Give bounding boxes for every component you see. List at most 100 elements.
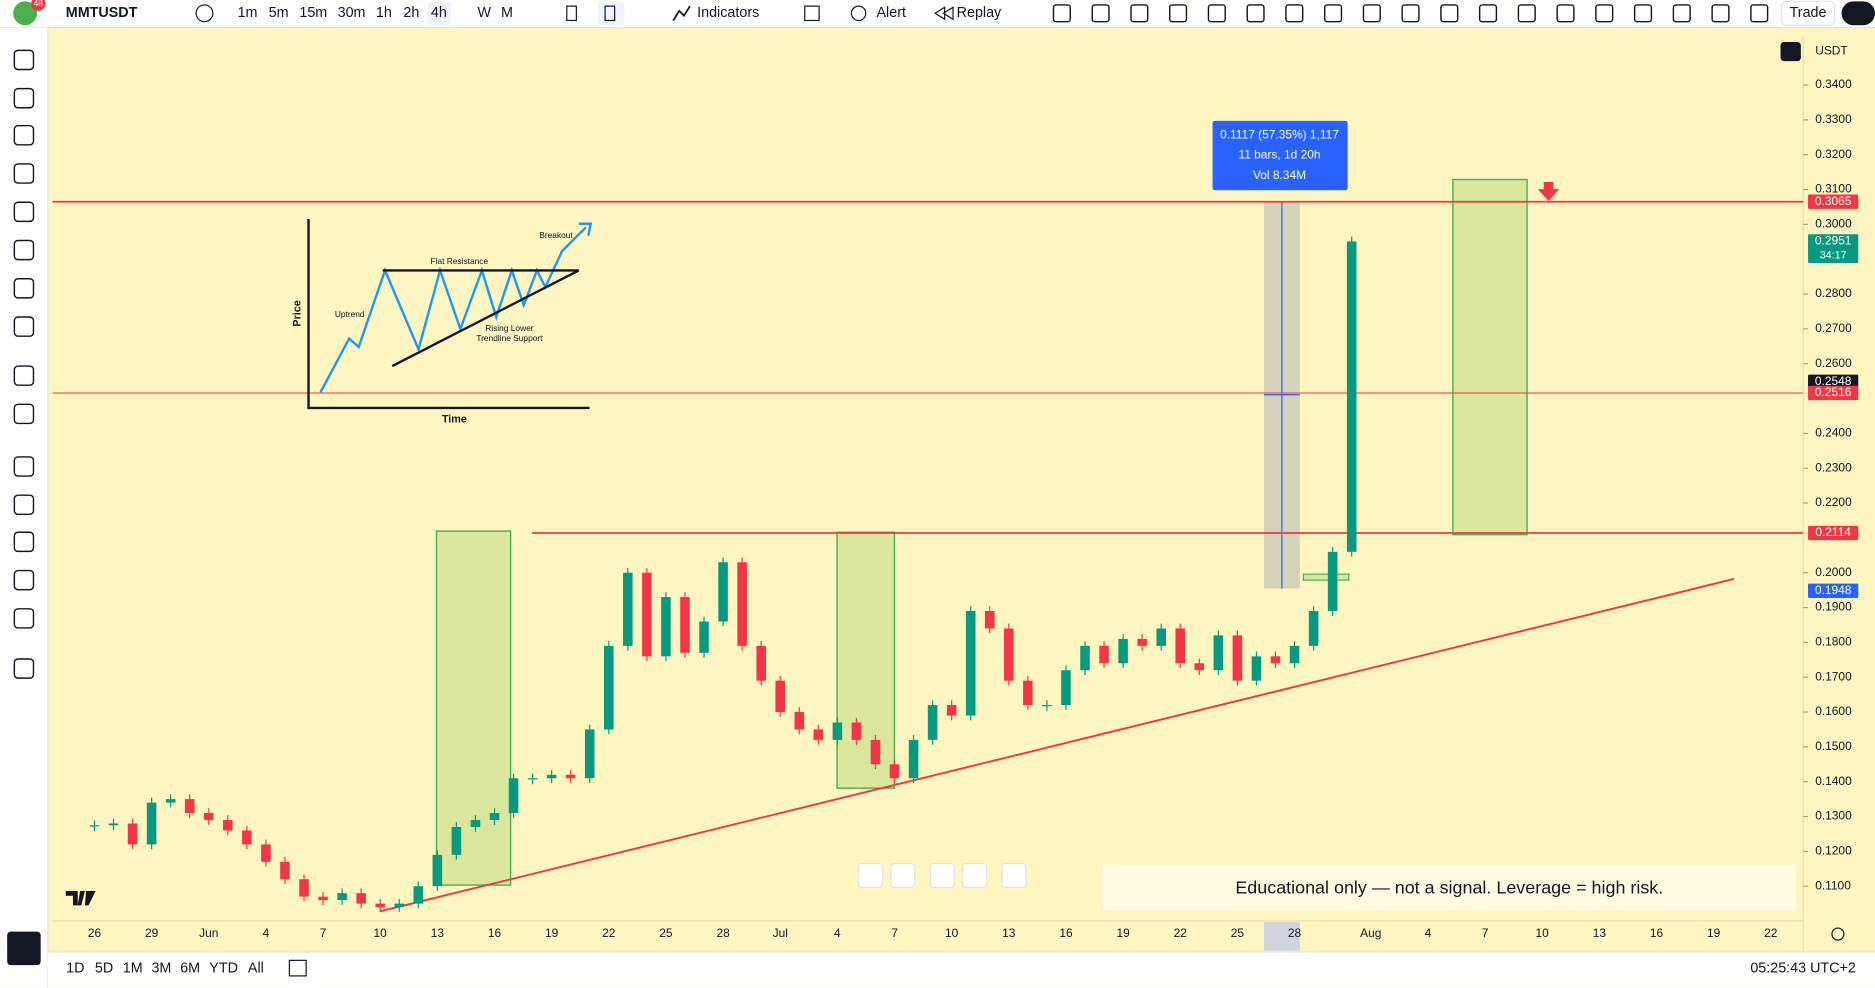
drawing-tool[interactable] [1595,4,1614,23]
price-tick-label: 0.2700 [1815,321,1852,335]
price-tick-label: 0.2000 [1815,565,1852,579]
date-label: 4 [263,926,270,940]
range-button[interactable]: 1M [123,961,143,977]
account-button[interactable] [1841,1,1875,26]
timeframe[interactable]: 5m [269,5,289,21]
candle [680,597,690,653]
left-tool[interactable] [13,365,35,386]
timeframe[interactable]: 1h [376,5,392,21]
drawing-tool[interactable] [1130,4,1149,23]
drawing-tool[interactable] [1091,4,1110,23]
left-tool[interactable] [13,316,35,337]
range-button[interactable]: 6M [180,961,200,977]
drawing-tool[interactable] [1401,4,1420,23]
drawing-tool[interactable] [1246,4,1265,23]
date-label: 25 [659,926,673,940]
drawing-tool[interactable] [1556,4,1575,23]
drawing-tool[interactable] [1633,4,1653,23]
left-tool[interactable] [13,569,35,591]
drawing-tool[interactable] [1711,4,1730,23]
drawing-tool[interactable] [1207,4,1226,23]
drawing-tool[interactable] [1285,4,1304,23]
timeframe[interactable]: 4h [431,5,447,21]
timeframe[interactable]: 15m [299,5,327,21]
drawing-tool[interactable] [1362,4,1381,23]
candle [1289,645,1300,664]
symbol[interactable]: MMTUSDT [66,5,138,21]
left-tool[interactable] [13,403,35,425]
replay-button[interactable]: Replay [957,5,1002,21]
nav-button[interactable] [929,862,955,889]
timeframe[interactable]: M [501,5,513,21]
drawing-tool[interactable] [1478,4,1498,23]
trade-label[interactable]: Trade [1790,5,1827,21]
drawing-tool[interactable] [1517,4,1536,23]
down-arrow [1537,181,1560,202]
price-label-bg [1808,525,1859,541]
range-button[interactable]: All [248,961,264,977]
drawing-tool[interactable] [1672,4,1691,23]
date-label: 19 [545,926,559,940]
timeframe[interactable]: 2h [403,5,419,21]
alert-icon[interactable] [850,5,867,22]
date-label: 19 [1116,926,1130,940]
left-tool[interactable] [13,239,35,261]
range-button[interactable]: 3M [151,961,171,977]
left-tool[interactable] [13,278,35,299]
range-button[interactable]: YTD [209,961,238,977]
price-tick-label: 0.1800 [1815,635,1852,649]
price-label-bg [1808,583,1859,598]
left-tool[interactable] [13,163,35,184]
price-tick-label: 0.3100 [1815,182,1852,196]
left-tool[interactable] [13,658,35,679]
settings-icon[interactable] [1831,927,1845,941]
left-tool[interactable] [13,201,35,223]
date-label: 28 [1288,926,1302,940]
drawing-tool[interactable] [1750,4,1769,23]
price-tick-label: 0.1300 [1815,809,1852,823]
timeframe[interactable]: W [478,5,492,21]
range-button[interactable]: 5D [95,961,113,977]
nav-button[interactable] [890,862,916,889]
range-button[interactable]: 1D [66,961,84,977]
drawing-tool[interactable] [1169,4,1188,23]
layouts-icon[interactable] [804,5,820,22]
date-label: 7 [1482,926,1489,940]
drawing-tool[interactable] [1440,4,1459,23]
currency-selector[interactable]: USDT [1815,44,1848,58]
drawing-tool[interactable] [1323,4,1343,23]
object-tree-button[interactable] [7,931,41,966]
candles-icon[interactable] [604,5,616,22]
date-label: 13 [431,926,445,940]
timeframe[interactable]: 30m [338,5,366,21]
nav-button[interactable] [857,862,884,889]
indicators-icon[interactable] [672,5,691,21]
nav-button[interactable] [1001,862,1027,889]
date-label: 10 [1536,926,1550,940]
price-label-bg [1808,234,1859,263]
candle [1308,611,1319,646]
left-tool[interactable] [13,608,35,629]
left-tool[interactable] [13,124,35,146]
replay-icon[interactable] [933,6,954,21]
candle [946,705,957,716]
inset-breakout: Breakout [539,230,573,240]
candle [1251,656,1262,681]
left-tool[interactable] [13,494,35,516]
bars-icon[interactable] [566,5,577,22]
alert-button[interactable]: Alert [877,5,906,21]
goto-date[interactable] [288,959,307,977]
drawing-tool[interactable] [1052,4,1071,23]
price-label: 0.2951 [1815,234,1852,248]
nav-button[interactable] [962,862,988,889]
indicators-button[interactable]: Indicators [697,5,759,21]
timeframe[interactable]: 1m [238,5,258,21]
left-tool[interactable] [13,87,35,109]
add-symbol[interactable] [195,4,214,23]
scale-toggle[interactable] [1780,41,1801,62]
left-tool[interactable] [13,456,35,477]
left-tool[interactable] [13,49,35,71]
trade-button[interactable] [1781,0,1835,26]
candle [413,886,424,904]
left-tool[interactable] [13,531,35,553]
